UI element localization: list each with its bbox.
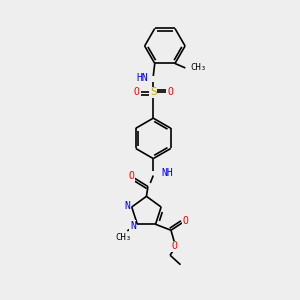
Text: CH₃: CH₃ [115,233,131,242]
Text: O: O [172,241,178,251]
Text: HN: HN [136,73,148,83]
Text: O: O [129,171,134,182]
Text: O: O [133,87,139,97]
Text: O: O [182,216,188,226]
Text: N: N [130,221,136,231]
Text: O: O [168,87,173,97]
Text: CH₃: CH₃ [191,63,207,72]
Text: NH: NH [162,168,173,178]
Text: N: N [124,200,130,211]
Text: S: S [150,87,157,97]
